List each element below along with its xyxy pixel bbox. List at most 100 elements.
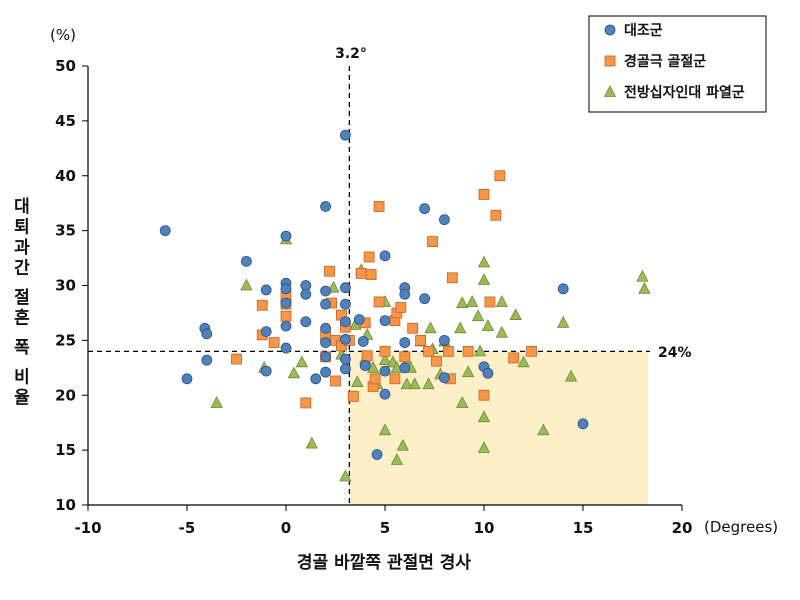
- data-point-triangle: [638, 281, 651, 294]
- data-point-circle: [339, 363, 351, 375]
- data-point-square: [462, 345, 474, 357]
- data-point-circle: [260, 326, 272, 337]
- y-tick-label: 30: [55, 277, 76, 295]
- data-point-circle: [320, 322, 332, 334]
- data-point-triangle: [477, 255, 491, 268]
- data-point-circle: [310, 373, 322, 385]
- data-point-triangle: [495, 325, 508, 338]
- data-point-circle: [357, 336, 369, 347]
- data-point-triangle: [305, 436, 318, 449]
- y-axis-title-char: 절: [14, 287, 30, 308]
- data-point-square: [407, 322, 419, 334]
- data-point-circle: [240, 255, 252, 267]
- y-axis-title-char: 대: [14, 197, 30, 217]
- x-tick-label: 5: [380, 519, 390, 537]
- data-point-triangle: [537, 423, 550, 436]
- y-tick-label: 25: [55, 331, 76, 349]
- data-point-circle: [379, 315, 391, 327]
- data-point-circle: [379, 365, 391, 377]
- y-tick-label: 35: [55, 222, 76, 240]
- data-point-square: [379, 345, 391, 357]
- data-point-circle: [419, 293, 431, 305]
- data-point-square: [442, 345, 454, 357]
- y-tick-label: 45: [55, 112, 76, 130]
- data-point-triangle: [557, 315, 570, 328]
- legend-label: 경골극 골절군: [624, 53, 706, 70]
- data-point-square: [324, 265, 335, 277]
- data-point-square: [395, 302, 407, 313]
- tick-labels: 10 15 20 25 30 35 40 45 50 -10 -5 0 5 10 15 20: [55, 57, 692, 537]
- data-point-square: [280, 310, 292, 322]
- y-axis-title-char: 비: [14, 368, 30, 388]
- x-tick-label: -5: [179, 519, 196, 537]
- data-point-circle: [201, 328, 213, 340]
- x-tick-label: 15: [573, 519, 594, 537]
- y-axis-title-char: 과: [14, 238, 30, 258]
- data-point-circle: [181, 373, 193, 385]
- data-point-circle: [419, 203, 431, 215]
- data-point-triangle: [456, 296, 469, 308]
- data-point-circle: [260, 365, 272, 377]
- data-point-square: [484, 296, 496, 308]
- data-point-circle: [300, 288, 312, 300]
- data-point-square: [508, 352, 520, 364]
- data-point-circle: [260, 284, 272, 296]
- legend-box: [588, 15, 767, 113]
- data-point-triangle: [378, 423, 392, 436]
- y-tick-label: 20: [55, 386, 76, 404]
- x-tick-label: -10: [74, 519, 101, 537]
- data-point-triangle: [477, 410, 491, 423]
- data-point-square: [373, 296, 385, 308]
- data-point-circle: [438, 214, 450, 226]
- data-point-circle: [320, 351, 332, 363]
- y-axis-title-char: 폭: [14, 338, 30, 358]
- data-point-circle: [320, 201, 332, 212]
- data-point-circle: [379, 250, 391, 262]
- data-point-circle: [399, 288, 411, 300]
- data-points: [159, 129, 651, 482]
- data-point-square: [389, 373, 401, 385]
- data-point-circle: [339, 333, 351, 345]
- data-point-triangle: [390, 453, 404, 465]
- horizontal-ref-label: 24%: [658, 345, 692, 361]
- data-point-triangle: [495, 295, 508, 307]
- data-point-square: [361, 350, 373, 362]
- data-point-circle: [280, 297, 292, 309]
- data-point-triangle: [636, 269, 649, 282]
- data-point-circle: [339, 129, 351, 141]
- data-point-circle: [399, 362, 411, 374]
- data-point-square: [415, 334, 427, 346]
- data-point-triangle: [295, 355, 309, 368]
- data-point-circle: [339, 282, 351, 294]
- data-point-circle: [438, 372, 450, 384]
- data-point-circle: [280, 283, 292, 295]
- legend-marker-circle: [604, 24, 616, 36]
- data-point-circle: [353, 314, 365, 325]
- data-point-square: [431, 355, 442, 367]
- data-point-square: [526, 345, 537, 357]
- x-tick-label: 20: [672, 519, 693, 537]
- y-tick-label: 15: [55, 441, 76, 459]
- y-axis-title-char: 율: [14, 388, 30, 408]
- data-point-square: [355, 268, 367, 279]
- data-point-square: [256, 299, 268, 311]
- data-point-triangle: [240, 278, 253, 291]
- data-point-circle: [320, 366, 332, 378]
- data-point-circle: [201, 354, 213, 366]
- data-point-square: [363, 251, 375, 263]
- data-point-circle: [320, 285, 332, 297]
- data-point-square: [330, 375, 341, 387]
- data-point-square: [478, 189, 490, 200]
- data-point-circle: [482, 367, 494, 379]
- data-point-circle: [280, 230, 292, 242]
- axes: [82, 65, 683, 511]
- x-tick-label: 10: [474, 519, 495, 537]
- data-point-square: [478, 389, 490, 401]
- data-point-circle: [320, 298, 332, 310]
- data-point-triangle: [422, 377, 435, 390]
- y-axis-title-char: 흔: [14, 308, 30, 329]
- data-point-square: [494, 170, 506, 182]
- data-point-circle: [280, 320, 292, 332]
- y-axis-title-char: 간: [14, 259, 30, 279]
- data-point-triangle: [408, 377, 421, 390]
